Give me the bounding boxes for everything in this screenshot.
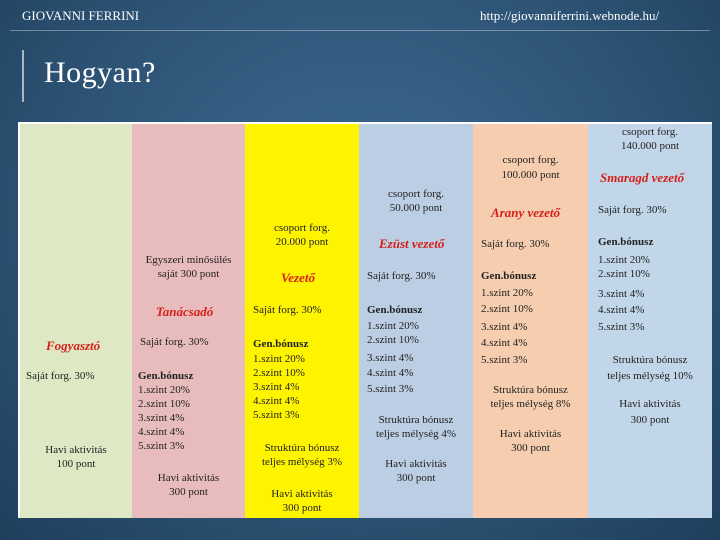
column-fogyaszto: Fogyasztó Saját forg. 30% Havi aktivitás…	[20, 124, 132, 518]
level-fogyaszto: Fogyasztó	[46, 338, 101, 353]
requirement-line-1: csoport forg.	[502, 154, 559, 166]
activity-points: 300 pont	[169, 486, 208, 498]
activity-label: Havi aktivitás	[385, 458, 447, 470]
author-name: GIOVANNI FERRINI	[22, 8, 140, 23]
activity-label: Havi aktivitás	[45, 444, 107, 456]
column-arany-vezeto: csoport forg. 100.000 pont Arany vezető …	[473, 124, 588, 518]
gen-bonus-level: 5.szint 3%	[598, 321, 645, 333]
column-vezeto: csoport forg. 20.000 pont Vezető Saját f…	[245, 124, 359, 518]
requirement-line-1: csoport forg.	[273, 222, 330, 234]
own-turnover: Saját forg. 30%	[253, 304, 322, 316]
activity-label: Havi aktivitás	[157, 472, 220, 484]
requirement-line-1: csoport forg.	[387, 188, 444, 200]
activity-points: 300 pont	[511, 442, 550, 454]
gen-bonus-level: 2.szint 10%	[138, 398, 190, 410]
gen-bonus-title: Gen.bónusz	[598, 236, 654, 248]
gen-bonus-level: 4.szint 4%	[367, 367, 414, 379]
level-ezust-vezeto: Ezüst vezető	[379, 236, 445, 251]
gen-bonus-level: 1.szint 20%	[598, 254, 650, 266]
header-divider	[10, 30, 710, 31]
gen-bonus-level: 5.szint 3%	[253, 409, 300, 421]
gen-bonus-title: Gen.bónusz	[367, 304, 423, 316]
gen-bonus-level: 5.szint 3%	[481, 354, 528, 366]
level-smaragd-vezeto: Smaragd vezető	[600, 170, 685, 185]
structure-bonus-title: Struktúra bónusz	[378, 414, 454, 426]
gen-bonus-level: 4.szint 4%	[138, 426, 185, 438]
structure-bonus-title: Struktúra bónusz	[264, 442, 340, 454]
gen-bonus-level: 3.szint 4%	[367, 352, 414, 364]
activity-label: Havi aktivitás	[499, 428, 562, 440]
gen-bonus-level: 2.szint 10%	[598, 268, 650, 280]
gen-bonus-level: 3.szint 4%	[138, 412, 185, 424]
gen-bonus-title: Gen.bónusz	[253, 338, 309, 350]
activity-points: 100 pont	[56, 458, 96, 470]
level-vezeto: Vezető	[281, 270, 315, 285]
gen-bonus-level: 4.szint 4%	[598, 304, 645, 316]
column-ezust-vezeto: csoport forg. 50.000 pont Ezüst vezető S…	[359, 124, 473, 518]
title-accent-bar	[22, 50, 24, 102]
gen-bonus-level: 5.szint 3%	[367, 383, 414, 395]
own-turnover: Saját forg. 30%	[598, 204, 667, 216]
own-turnover: Saját forg. 30%	[140, 336, 209, 348]
structure-bonus-title: Struktúra bónusz	[612, 354, 688, 366]
gen-bonus-title: Gen.bónusz	[481, 270, 537, 282]
gen-bonus-level: 3.szint 4%	[481, 321, 528, 333]
structure-bonus-depth: teljes mélység 3%	[261, 456, 343, 468]
column-tanacsado: Egyszeri minősülés saját 300 pont Tanács…	[132, 124, 245, 518]
activity-label: Havi aktivitás	[271, 488, 333, 500]
level-tanacsado: Tanácsadó	[156, 304, 214, 319]
compensation-plan-table: Fogyasztó Saját forg. 30% Havi aktivitás…	[18, 122, 712, 518]
gen-bonus-level: 2.szint 10%	[367, 334, 419, 346]
gen-bonus-level: 3.szint 4%	[598, 288, 645, 300]
gen-bonus-level: 4.szint 4%	[253, 395, 300, 407]
gen-bonus-level: 1.szint 20%	[367, 320, 419, 332]
structure-bonus-depth: teljes mélység 4%	[375, 428, 457, 440]
requirement-line-2: 140.000 pont	[620, 140, 680, 152]
gen-bonus-level: 1.szint 20%	[481, 287, 533, 299]
gen-bonus-level: 1.szint 20%	[253, 353, 305, 365]
activity-label: Havi aktivitás	[619, 398, 681, 410]
gen-bonus-level: 2.szint 10%	[481, 303, 533, 315]
structure-bonus-depth: teljes mélység 10%	[607, 370, 693, 382]
requirement-line-1: csoport forg.	[621, 126, 678, 138]
gen-bonus-level: 4.szint 4%	[481, 337, 528, 349]
column-smaragd-vezeto: csoport forg. 140.000 pont Smaragd vezet…	[588, 124, 712, 518]
own-turnover: Saját forg. 30%	[481, 238, 550, 250]
gen-bonus-title: Gen.bónusz	[138, 370, 194, 382]
slide-title: Hogyan?	[44, 56, 156, 89]
requirement-line-1: Egyszeri minősülés	[145, 254, 232, 266]
own-turnover: Saját forg. 30%	[367, 270, 436, 282]
requirement-line-2: 20.000 pont	[275, 236, 329, 248]
requirement-line-2: saját 300 pont	[157, 268, 220, 280]
website-url[interactable]: http://giovanniferrini.webnode.hu/	[480, 8, 660, 23]
activity-points: 300 pont	[282, 502, 322, 514]
gen-bonus-level: 5.szint 3%	[138, 440, 185, 452]
activity-points: 300 pont	[396, 472, 436, 484]
level-arany-vezeto: Arany vezető	[491, 205, 560, 220]
requirement-line-2: 100.000 pont	[501, 169, 560, 181]
activity-points: 300 pont	[630, 414, 670, 426]
gen-bonus-level: 2.szint 10%	[253, 367, 305, 379]
gen-bonus-level: 1.szint 20%	[138, 384, 190, 396]
structure-bonus-title: Struktúra bónusz	[493, 384, 568, 396]
own-turnover: Saját forg. 30%	[26, 370, 95, 382]
gen-bonus-level: 3.szint 4%	[253, 381, 300, 393]
requirement-line-2: 50.000 pont	[389, 202, 443, 214]
structure-bonus-depth: teljes mélység 8%	[490, 398, 571, 410]
